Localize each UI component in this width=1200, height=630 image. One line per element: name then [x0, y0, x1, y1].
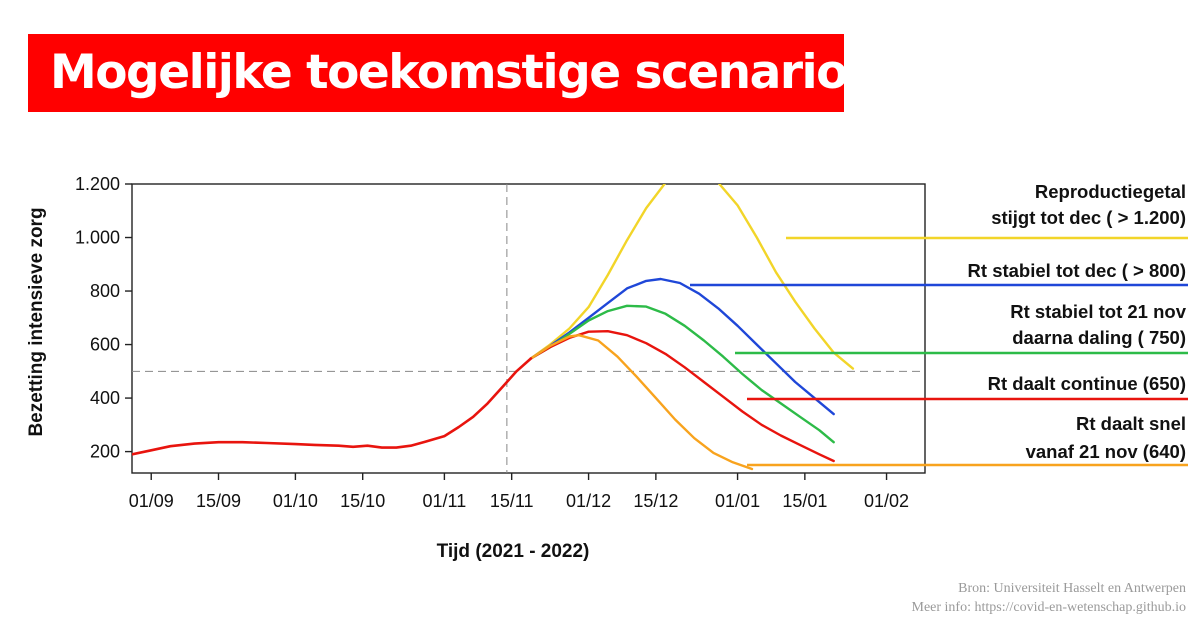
x-tick-label: 01/12	[566, 491, 611, 511]
y-axis-title: Bezetting intensieve zorg	[26, 207, 47, 436]
source-more-info: Meer info: https://covid-en-wetenschap.g…	[911, 600, 1187, 615]
x-tick-label: 15/12	[633, 491, 678, 511]
x-tick-label: 01/02	[864, 491, 909, 511]
title-banner: Mogelijke toekomstige scenario’s	[28, 34, 891, 112]
y-tick-label: 400	[90, 388, 120, 408]
legend-label: Reproductiegetal	[1035, 181, 1186, 202]
x-tick-label: 01/09	[129, 491, 174, 511]
y-tick-label: 200	[90, 442, 120, 462]
legend-label: Rt stabiel tot 21 nov	[1010, 301, 1186, 322]
x-tick-label: 15/01	[782, 491, 827, 511]
legend-label: Rt daalt snel	[1076, 413, 1186, 434]
x-tick-label: 15/10	[340, 491, 385, 511]
series-line	[529, 304, 835, 444]
series-line	[529, 184, 855, 370]
series-line	[529, 277, 835, 416]
x-tick-label: 01/01	[715, 491, 760, 511]
data-lines	[132, 184, 855, 471]
legend-label: Rt stabiel tot dec ( > 800)	[968, 260, 1186, 281]
x-tick-label: 01/11	[423, 491, 467, 511]
y-tick-label: 800	[90, 281, 120, 301]
y-tick-label: 600	[90, 335, 120, 355]
y-tick-label: 1.200	[75, 174, 120, 194]
page-title: Mogelijke toekomstige scenario’s	[50, 45, 891, 100]
legend-label: Rt daalt continue (650)	[988, 373, 1186, 394]
x-axis-title: Tijd (2021 - 2022)	[437, 541, 590, 562]
x-tick-label: 15/09	[196, 491, 241, 511]
series-line	[529, 330, 835, 463]
x-tick-label: 01/10	[273, 491, 318, 511]
source-credit: Bron: Universiteit Hasselt en Antwerpen	[958, 581, 1186, 596]
plot-frame	[131, 183, 926, 474]
history-line	[132, 357, 533, 456]
y-tick-label: 1.000	[75, 228, 120, 248]
legend-label: vanaf 21 nov (640)	[1026, 441, 1186, 462]
legend-label: stijgt tot dec ( > 1.200)	[991, 207, 1186, 228]
series-line	[529, 334, 754, 471]
x-tick-label: 15/11	[490, 491, 534, 511]
legend-label: daarna daling ( 750)	[1012, 327, 1186, 348]
